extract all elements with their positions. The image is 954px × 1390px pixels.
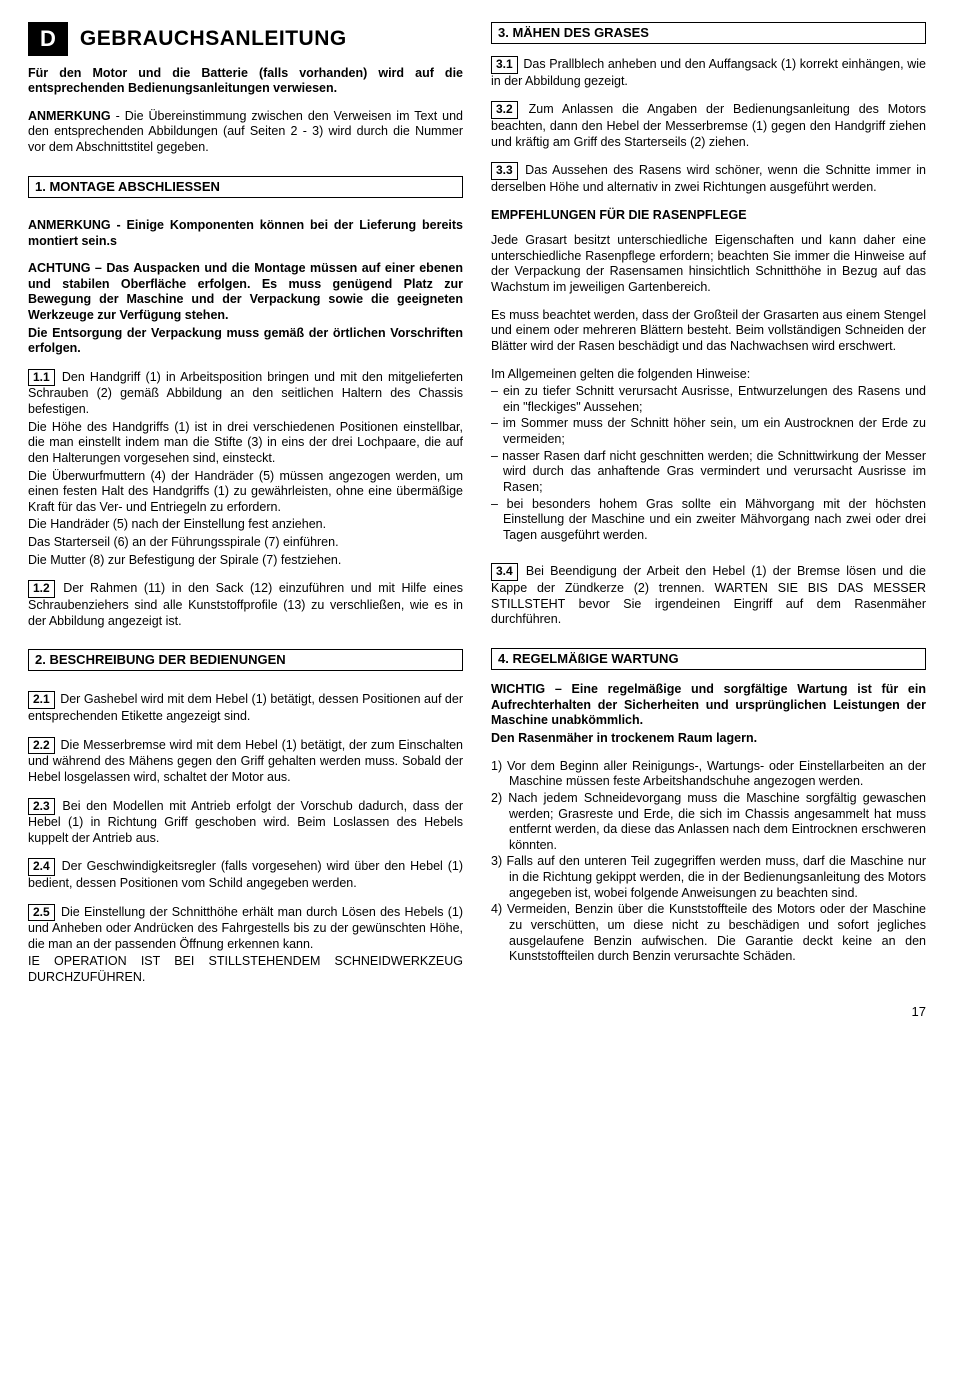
numbox-2-4: 2.4 — [28, 858, 55, 876]
para-1-2: 1.2 Der Rahmen (11) in den Sack (12) ein… — [28, 580, 463, 629]
wichtig-block: WICHTIG – Eine regelmäßige und sorgfälti… — [491, 682, 926, 729]
emp-para-2: Es muss beachtet werden, dass der Großte… — [491, 308, 926, 355]
numbox-2-5: 2.5 — [28, 904, 55, 922]
numbox-3-1: 3.1 — [491, 56, 518, 74]
emp-list-item: bei besonders hohem Gras sollte ein Mähv… — [491, 497, 926, 544]
section-2-heading: 2. BESCHREIBUNG DER BEDIENUNGEN — [28, 649, 463, 671]
maintenance-list: Vor dem Beginn aller Reinigungs-, Wartun… — [491, 759, 926, 965]
numbox-3-4: 3.4 — [491, 563, 518, 581]
para-1-1-b: Die Höhe des Handgriffs (1) ist in drei … — [28, 420, 463, 467]
numbox-2-2: 2.2 — [28, 737, 55, 755]
numbox-1-2: 1.2 — [28, 580, 55, 598]
language-badge: D — [28, 22, 68, 56]
para-2-1: 2.1 Der Gashebel wird mit dem Hebel (1) … — [28, 691, 463, 724]
section-4-heading: 4. REGELMÄßIGE WARTUNG — [491, 648, 926, 670]
emp-para-3: Im Allgemeinen gelten die folgenden Hinw… — [491, 367, 926, 383]
para-1-1-d: Die Handräder (5) nach der Einstellung f… — [28, 517, 463, 533]
entsorgung-block: Die Entsorgung der Verpackung muss gemäß… — [28, 326, 463, 357]
page-number: 17 — [28, 1004, 926, 1020]
intro-bold: Für den Motor und die Batterie (falls vo… — [28, 66, 463, 97]
para-3-1: 3.1 Das Prallblech anheben und den Auffa… — [491, 56, 926, 89]
emp-list-item: im Sommer muss der Schnitt höher sein, u… — [491, 416, 926, 447]
left-column: D GEBRAUCHSANLEITUNG Für den Motor und d… — [28, 22, 463, 998]
anmerkung-para: ANMERKUNG - Die Übereinstimmung zwischen… — [28, 109, 463, 156]
section-3-heading: 3. MÄHEN DES GRASES — [491, 22, 926, 44]
lager-block: Den Rasenmäher in trockenem Raum lagern. — [491, 731, 926, 747]
numbox-1-1: 1.1 — [28, 369, 55, 387]
title-row: D GEBRAUCHSANLEITUNG — [28, 22, 463, 56]
maintenance-list-item: Vermeiden, Benzin über die Kunststofftei… — [491, 902, 926, 965]
emp-list-item: nasser Rasen darf nicht geschnitten werd… — [491, 449, 926, 496]
section-1-heading: 1. MONTAGE ABSCHLIESSEN — [28, 176, 463, 198]
para-2-5b: IE OPERATION IST BEI STILLSTEHENDEM SCHN… — [28, 954, 463, 985]
emp-para-1: Jede Grasart besitzt unterschiedliche Ei… — [491, 233, 926, 296]
para-2-2: 2.2 Die Messerbremse wird mit dem Hebel … — [28, 737, 463, 786]
maintenance-list-item: Vor dem Beginn aller Reinigungs-, Wartun… — [491, 759, 926, 790]
numbox-3-2: 3.2 — [491, 101, 518, 119]
note-1: ANMERKUNG - Einige Komponenten können be… — [28, 218, 463, 249]
para-1-1-a: 1.1 Den Handgriff (1) in Arbeitsposition… — [28, 369, 463, 418]
numbox-3-3: 3.3 — [491, 162, 518, 180]
emp-list-item: ein zu tiefer Schnitt verursacht Ausriss… — [491, 384, 926, 415]
emp-list: ein zu tiefer Schnitt verursacht Ausriss… — [491, 384, 926, 543]
empfehlungen-heading: EMPFEHLUNGEN FÜR DIE RASENPFLEGE — [491, 208, 926, 224]
right-column: 3. MÄHEN DES GRASES 3.1 Das Prallblech a… — [491, 22, 926, 998]
para-1-1-c: Die Überwurfmuttern (4) der Handräder (5… — [28, 469, 463, 516]
achtung-block: ACHTUNG – Das Auspacken und die Montage … — [28, 261, 463, 324]
main-title: GEBRAUCHSANLEITUNG — [80, 26, 347, 52]
para-2-3: 2.3 Bei den Modellen mit Antrieb erfolgt… — [28, 798, 463, 847]
numbox-2-1: 2.1 — [28, 691, 55, 709]
numbox-2-3: 2.3 — [28, 798, 55, 816]
para-3-4: 3.4 Bei Beendigung der Arbeit den Hebel … — [491, 563, 926, 627]
para-3-2: 3.2 Zum Anlassen die Angaben der Bedienu… — [491, 101, 926, 150]
para-1-1-e: Das Starterseil (6) an der Führungsspira… — [28, 535, 463, 551]
para-3-3: 3.3 Das Aussehen des Rasens wird schöner… — [491, 162, 926, 195]
maintenance-list-item: Nach jedem Schneidevorgang muss die Masc… — [491, 791, 926, 854]
para-2-4: 2.4 Der Geschwindigkeitsregler (falls vo… — [28, 858, 463, 891]
para-1-1-f: Die Mutter (8) zur Befestigung der Spira… — [28, 553, 463, 569]
para-2-5: 2.5 Die Einstellung der Schnitthöhe erhä… — [28, 904, 463, 953]
maintenance-list-item: Falls auf den unteren Teil zugegriffen w… — [491, 854, 926, 901]
